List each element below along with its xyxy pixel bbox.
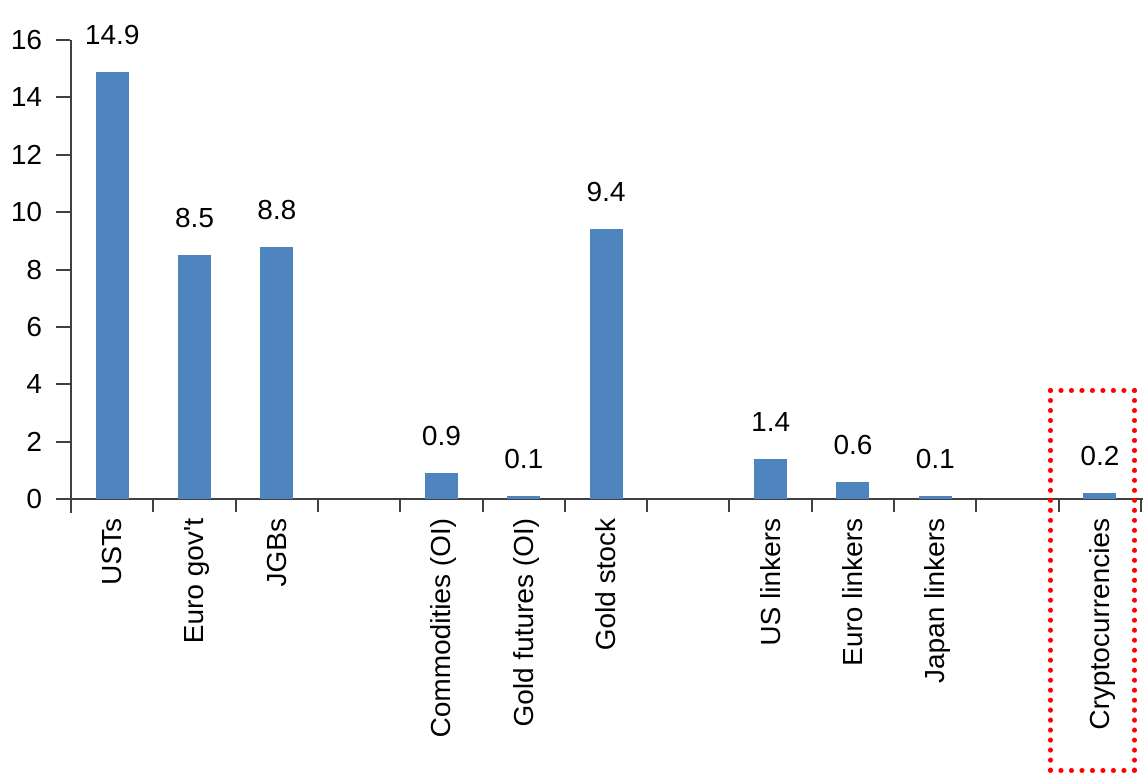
y-tick-label: 0 bbox=[26, 483, 42, 514]
y-axis-tick bbox=[56, 325, 70, 328]
bar-euro-linkers bbox=[836, 481, 870, 499]
x-axis-line bbox=[70, 498, 1143, 500]
category-label-jgbs: JGBs bbox=[260, 518, 292, 587]
bar-value-label-us-linkers: 1.4 bbox=[751, 405, 791, 437]
x-axis-tick bbox=[1057, 498, 1060, 512]
highlight-box-cryptocurrencies bbox=[1048, 388, 1137, 773]
y-tick-label: 10 bbox=[10, 196, 42, 228]
bar-value-label-gold-stock: 9.4 bbox=[586, 176, 626, 208]
bar-gold-futures-oi bbox=[507, 496, 541, 499]
category-label-usts: USTs bbox=[96, 518, 128, 585]
y-tick-label: 14 bbox=[10, 81, 42, 113]
bar-gold-stock bbox=[589, 229, 623, 499]
bar-value-label-cryptocurrencies: 0.2 bbox=[1080, 440, 1120, 472]
y-axis-tick bbox=[56, 268, 70, 271]
y-tick-label: 6 bbox=[26, 310, 42, 342]
bar-cryptocurrencies bbox=[1083, 493, 1117, 499]
category-label-us-linkers: US linkers bbox=[754, 518, 786, 646]
bar-value-label-gold-futures-oi: 0.1 bbox=[504, 443, 544, 475]
y-axis-tick bbox=[56, 39, 70, 41]
category-label-euro-gov-t: Euro gov't bbox=[178, 518, 210, 644]
y-axis-tick bbox=[56, 498, 70, 500]
x-axis-tick bbox=[399, 498, 402, 512]
category-label-japan-linkers: Japan linkers bbox=[919, 518, 951, 683]
x-axis-tick bbox=[1140, 498, 1142, 512]
x-axis-tick bbox=[728, 498, 731, 512]
y-tick-label: 16 bbox=[10, 24, 42, 55]
x-axis-tick bbox=[893, 498, 896, 512]
x-axis-tick bbox=[70, 498, 72, 512]
category-label-gold-stock: Gold stock bbox=[590, 518, 621, 651]
y-axis-tick bbox=[56, 440, 70, 443]
bar-value-label-japan-linkers: 0.1 bbox=[915, 443, 955, 475]
y-axis-tick bbox=[56, 96, 70, 99]
bar-value-label-jgbs: 8.8 bbox=[257, 193, 297, 225]
y-axis-line bbox=[70, 40, 72, 513]
x-axis-tick bbox=[810, 498, 813, 512]
x-axis-tick bbox=[234, 498, 237, 512]
bar-value-label-euro-linkers: 0.6 bbox=[833, 428, 873, 460]
x-axis-tick bbox=[481, 498, 484, 512]
y-axis-tick bbox=[56, 211, 70, 214]
x-axis-tick bbox=[646, 498, 649, 512]
y-tick-label: 2 bbox=[26, 425, 42, 457]
bar-japan-linkers bbox=[918, 496, 952, 499]
bar-value-label-commodities-oi: 0.9 bbox=[421, 420, 461, 452]
y-axis-tick bbox=[56, 383, 70, 386]
y-tick-label: 8 bbox=[26, 253, 42, 285]
x-axis-tick bbox=[316, 498, 319, 512]
x-axis-tick bbox=[563, 498, 566, 512]
bar-value-label-euro-gov-t: 8.5 bbox=[174, 202, 214, 234]
x-axis-tick bbox=[975, 498, 978, 512]
category-label-gold-futures-oi: Gold futures (OI) bbox=[507, 518, 539, 727]
bar-usts bbox=[95, 71, 129, 499]
bar-commodities-oi bbox=[424, 473, 458, 499]
bar-euro-gov-t bbox=[177, 255, 211, 499]
y-tick-label: 4 bbox=[26, 368, 42, 400]
category-label-commodities-oi: Commodities (OI) bbox=[425, 518, 457, 738]
x-axis-tick bbox=[152, 498, 155, 512]
category-label-euro-linkers: Euro linkers bbox=[836, 518, 868, 666]
bar-value-label-usts: 14.9 bbox=[84, 18, 140, 50]
bar-us-linkers bbox=[754, 458, 788, 499]
y-axis-tick bbox=[56, 153, 70, 156]
y-tick-label: 12 bbox=[10, 138, 42, 170]
bar-jgbs bbox=[260, 246, 294, 499]
